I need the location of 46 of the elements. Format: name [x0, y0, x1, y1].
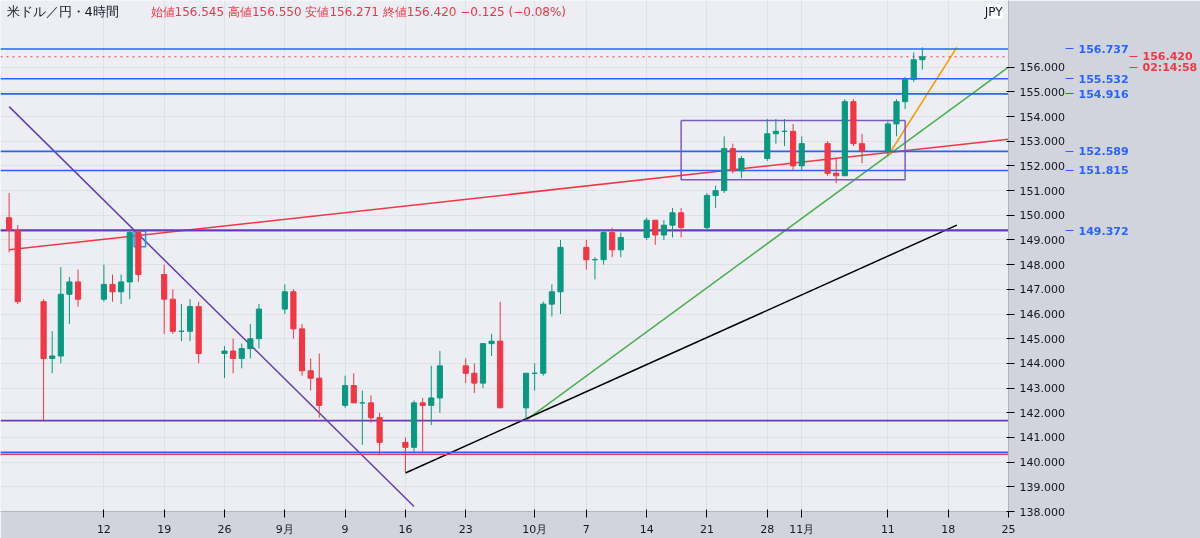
- x-tick-label: 26: [217, 522, 232, 536]
- y-tick-label: 143.000: [1019, 382, 1065, 396]
- y-tick-label: 149.000: [1019, 233, 1065, 247]
- x-tick-label: 9: [341, 522, 349, 536]
- y-tick-label: 146.000: [1019, 308, 1065, 322]
- y-tick-label: 138.000: [1019, 505, 1065, 519]
- ref-line-label: 156.420: [1142, 50, 1193, 64]
- x-tick-label: 14: [639, 522, 654, 536]
- y-tick-label: 144.000: [1019, 357, 1065, 371]
- y-tick-label: 150.000: [1019, 209, 1065, 223]
- y-tick-label: 154.000: [1019, 110, 1065, 124]
- x-tick-label: 9月: [275, 522, 294, 536]
- text: 02:14:58: [1142, 61, 1198, 75]
- x-tick-label: 10月: [522, 522, 548, 536]
- x-tick-label: 11: [880, 522, 895, 536]
- x-tick-label: 16: [398, 522, 413, 536]
- ref-line-label: 154.916: [1078, 87, 1129, 101]
- x-tick-label: 12: [96, 522, 111, 536]
- y-tick-label: 155.000: [1019, 85, 1065, 99]
- y-tick-label: 148.000: [1019, 258, 1065, 272]
- x-tick-label: 28: [760, 522, 775, 536]
- x-tick-label: 25: [1001, 522, 1016, 536]
- x-tick-label: 19: [157, 522, 172, 536]
- y-tick-label: 139.000: [1019, 480, 1065, 494]
- y-tick-label: 156.000: [1019, 61, 1065, 75]
- x-tick-label: 18: [941, 522, 956, 536]
- y-tick-label: 145.000: [1019, 332, 1065, 346]
- x-tick-label: 23: [458, 522, 473, 536]
- x-tick-label: 7: [582, 522, 590, 536]
- ref-line-label: 155.532: [1078, 72, 1129, 86]
- ref-line-label: 156.737: [1078, 42, 1129, 56]
- y-tick-label: 152.000: [1019, 159, 1065, 173]
- y-tick-label: 147.000: [1019, 283, 1065, 297]
- y-tick-label: 140.000: [1019, 456, 1065, 470]
- chart-title: 米ドル／円・4時間: [6, 3, 119, 19]
- ref-line-label: 151.815: [1078, 164, 1129, 178]
- ref-line-label: 149.372: [1078, 224, 1129, 238]
- y-tick-label: 142.000: [1019, 406, 1065, 420]
- annotation: JPY: [983, 4, 1004, 19]
- y-tick-label: 141.000: [1019, 431, 1065, 445]
- x-tick-label: 21: [699, 522, 714, 536]
- y-tick-label: 151.000: [1019, 184, 1065, 198]
- ref-line-label: 152.589: [1078, 145, 1129, 159]
- y-tick-label: 153.000: [1019, 135, 1065, 149]
- x-tick-label: 11月: [789, 522, 815, 536]
- chart-subtitle: 始値156.545 高値156.550 安値156.271 終値156.420 −0.125 (−0.08%): [150, 4, 567, 19]
